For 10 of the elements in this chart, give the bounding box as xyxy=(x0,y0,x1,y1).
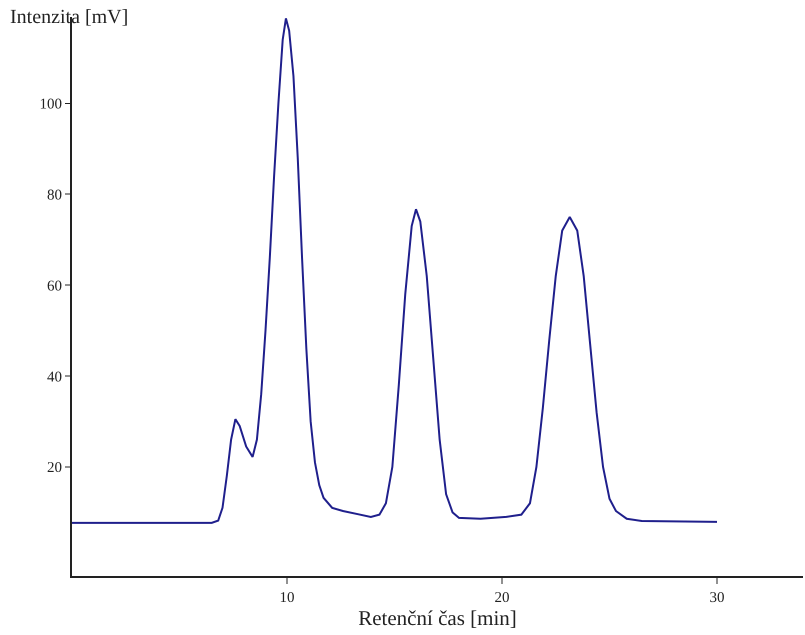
y-tick-label: 100 xyxy=(40,96,62,113)
x-tick-label: 10 xyxy=(280,590,294,606)
x-tick-label: 20 xyxy=(494,590,510,606)
y-axis-title: Intenzita [mV] xyxy=(10,6,128,28)
x-tick-label: 30 xyxy=(710,590,724,606)
y-tick-label: 80 xyxy=(47,187,62,204)
y-tick-label: 40 xyxy=(47,369,62,386)
y-tick-label: 60 xyxy=(47,278,62,294)
x-axis-title: Retenční čas [min] xyxy=(358,606,517,630)
y-tick-label: 20 xyxy=(47,460,62,476)
